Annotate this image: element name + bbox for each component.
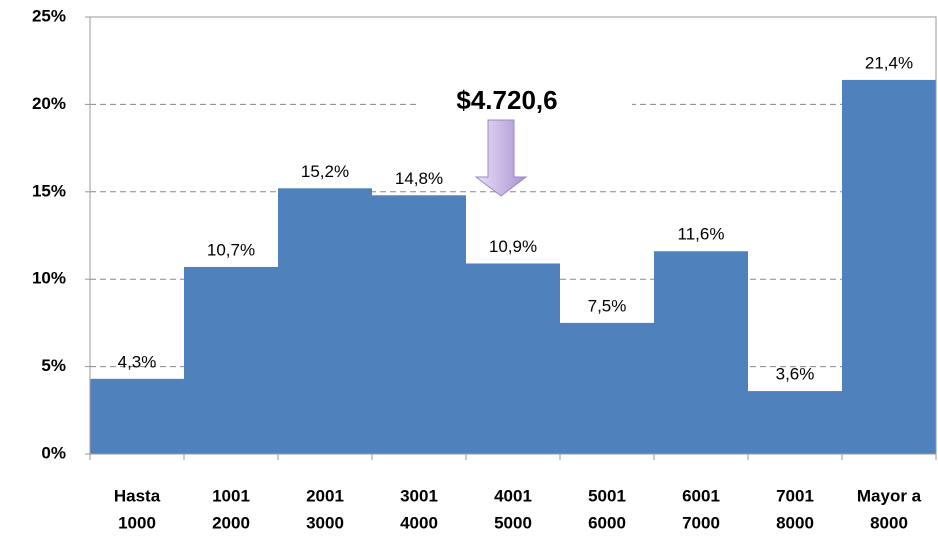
value-label: 7,5% [588, 296, 627, 315]
x-tick-label: 6000 [588, 513, 626, 532]
y-tick-label: 25% [32, 6, 66, 25]
x-tick-label: 5001 [588, 486, 626, 505]
bar [278, 188, 372, 454]
value-label: 3,6% [776, 365, 815, 384]
x-tick-label: 1000 [118, 513, 156, 532]
x-tick-label: 2001 [306, 486, 344, 505]
value-label: 14,8% [395, 169, 443, 188]
x-tick-label: 7000 [682, 513, 720, 532]
x-tick-label: 5000 [494, 513, 532, 532]
x-tick-label: 4001 [494, 486, 532, 505]
bar [372, 195, 466, 454]
x-tick-label: Hasta [114, 486, 161, 505]
x-tick-label: 3001 [400, 486, 438, 505]
value-label: 15,2% [301, 162, 349, 181]
annotation: $4.720,6 [456, 85, 557, 115]
bar [184, 266, 278, 454]
x-tick-label: 8000 [870, 513, 908, 532]
bar-layer [90, 79, 936, 454]
x-tick-label: 8000 [776, 513, 814, 532]
y-tick-label: 0% [41, 443, 66, 462]
bar [90, 378, 184, 454]
bar [842, 79, 936, 454]
value-label: 11,6% [678, 225, 725, 244]
bar [466, 263, 560, 454]
value-label: 21,4% [865, 53, 913, 72]
value-label: 4,3% [118, 352, 157, 371]
x-tick-label: 3000 [306, 513, 344, 532]
x-tick-label: 1001 [212, 486, 250, 505]
y-tick-label: 20% [32, 94, 66, 113]
y-tick-label: 5% [41, 356, 66, 375]
x-tick-label: 7001 [776, 486, 814, 505]
value-label: 10,9% [489, 237, 537, 256]
bar [560, 322, 654, 454]
x-tick-label: Mayor a [857, 486, 922, 505]
x-tick-label: 2000 [212, 513, 250, 532]
y-tick-label: 15% [32, 181, 66, 200]
annotation-bg [420, 82, 632, 122]
label-layer: 0% 5% 10% 15% 20% 25% 4,3% Hasta 1000 10,7% 1001 20… [32, 6, 937, 532]
x-tick-label: 4000 [400, 513, 438, 532]
y-tick-label: 10% [32, 269, 66, 288]
plot-frame [89, 16, 937, 455]
value-label: 10,7% [207, 240, 255, 259]
bar [748, 391, 842, 454]
bar [654, 251, 748, 454]
x-tick-label: 6001 [682, 486, 720, 505]
annotation-arrow [474, 119, 528, 197]
